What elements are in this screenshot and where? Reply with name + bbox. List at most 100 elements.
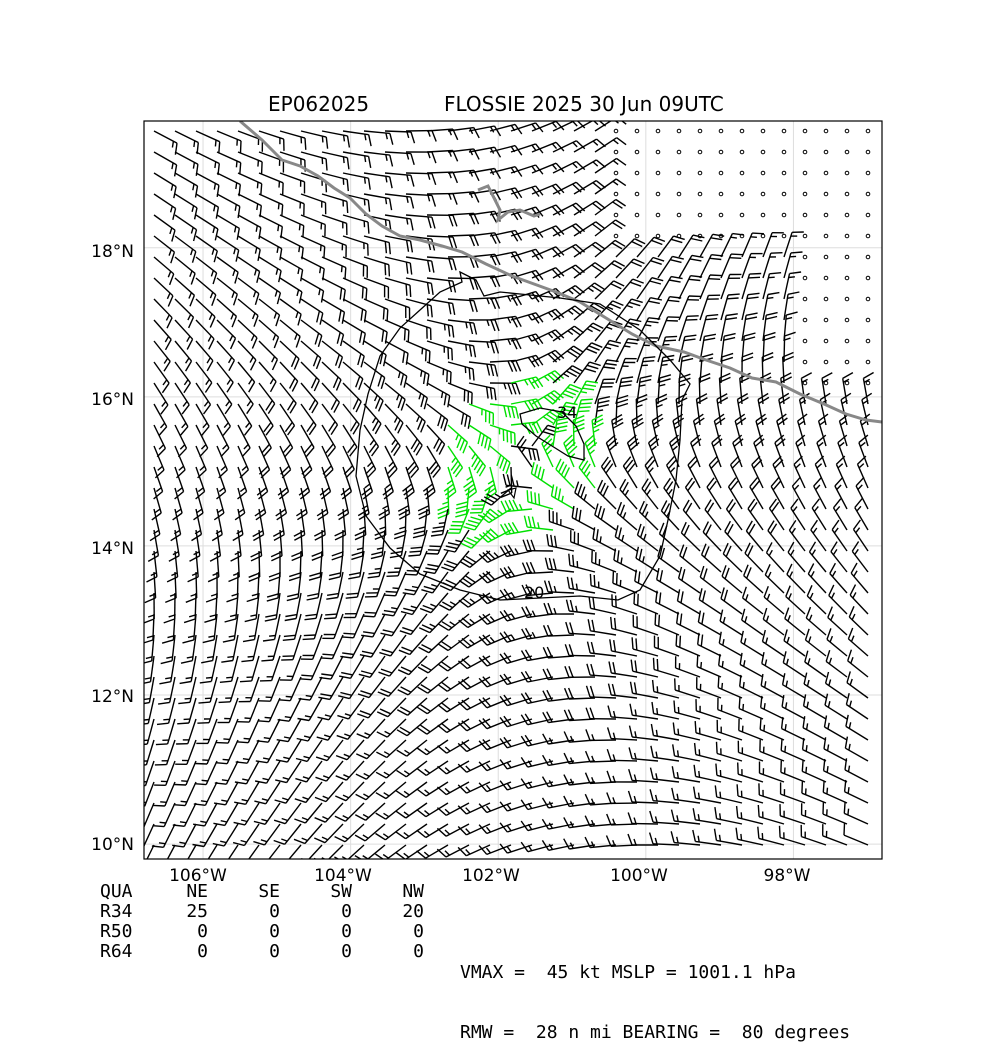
wind-barb <box>630 726 659 740</box>
wind-barb <box>427 404 448 431</box>
wind-barb <box>154 173 176 198</box>
wind-barb <box>283 614 301 640</box>
wind-barb <box>164 593 175 623</box>
wind-barb <box>417 761 448 775</box>
wind-barb <box>194 488 204 520</box>
wind-barb <box>356 740 385 759</box>
wind-barb <box>595 200 626 216</box>
calm-marker <box>803 339 807 343</box>
wind-barb <box>417 845 448 858</box>
calm-marker <box>719 150 723 154</box>
wind-barb <box>575 482 595 509</box>
wind-barb <box>376 824 407 840</box>
calm-marker <box>824 255 828 259</box>
wind-barb <box>637 298 662 320</box>
wind-barb <box>175 215 197 241</box>
calm-marker <box>656 213 660 217</box>
wind-barb <box>650 789 679 803</box>
wind-barb <box>698 633 721 656</box>
wind-barb <box>632 415 644 447</box>
wind-barb <box>823 802 847 824</box>
wind-barb <box>334 845 364 863</box>
calm-marker <box>866 339 870 343</box>
wind-barb <box>679 316 699 341</box>
wind-barb <box>438 635 469 651</box>
header-se: SE <box>208 882 280 902</box>
wind-barb <box>719 632 742 656</box>
wind-barb <box>438 677 469 691</box>
wind-barb <box>840 414 849 446</box>
calm-marker <box>824 192 828 196</box>
wind-barb <box>375 845 406 861</box>
calm-marker <box>824 171 828 175</box>
wind-barb <box>152 488 161 520</box>
wind-barb <box>437 803 469 815</box>
wind-barb <box>679 567 700 593</box>
wind-barb <box>406 215 435 229</box>
wind-map: 20 34 106°W 104°W 102°W 100°W 98°W 10°N … <box>0 0 1000 1000</box>
calm-marker <box>677 150 681 154</box>
wind-barb <box>553 385 581 405</box>
calm-marker <box>866 234 870 238</box>
calm-marker <box>719 213 723 217</box>
wind-barb <box>280 257 303 281</box>
wind-barb <box>699 588 721 614</box>
wind-barb <box>824 759 847 782</box>
wind-barb <box>742 274 761 300</box>
wind-barb <box>335 782 364 801</box>
wind-barb <box>613 572 637 594</box>
wind-barb <box>543 647 574 658</box>
wind-barb <box>437 845 469 857</box>
wind-barb <box>217 131 241 153</box>
wind-barb <box>448 383 472 404</box>
wind-barb <box>501 522 532 534</box>
wind-barb <box>365 572 385 597</box>
cell-sw: 0 <box>280 902 352 922</box>
wind-barb <box>552 485 575 510</box>
lon-tick-102: 102°W <box>462 866 520 886</box>
calm-marker <box>803 318 807 322</box>
calm-marker <box>845 360 849 364</box>
wind-barb <box>356 782 385 800</box>
wind-barb <box>458 803 490 814</box>
wind-barb <box>376 782 406 799</box>
wind-barb <box>678 589 701 614</box>
calm-marker <box>845 318 849 322</box>
wind-barb <box>247 572 259 602</box>
wind-barb <box>763 273 781 299</box>
wind-barb <box>427 257 456 270</box>
wind-barb <box>522 607 553 618</box>
wind-barb <box>490 295 521 306</box>
header-qua: QUA <box>100 882 162 902</box>
wind-barb <box>721 588 742 615</box>
wind-barb <box>314 824 343 843</box>
wind-barb <box>479 761 511 771</box>
wind-barb <box>676 656 700 677</box>
wind-barb <box>343 320 365 345</box>
wind-barb <box>845 780 868 803</box>
wind-barb <box>721 294 740 320</box>
wind-barb <box>760 740 784 761</box>
wind-barb <box>238 467 247 499</box>
wind-barb <box>154 131 177 155</box>
wind-barb <box>427 151 458 162</box>
wind-barb <box>804 673 826 698</box>
wind-barb <box>417 698 448 714</box>
wind-barb <box>220 656 238 682</box>
wind-barb <box>671 831 700 845</box>
calm-marker <box>824 360 828 364</box>
wind-barb <box>196 173 219 197</box>
header-sw: SW <box>280 882 352 902</box>
wind-barb <box>846 715 868 740</box>
wind-barb <box>131 845 154 868</box>
wind-barb <box>167 551 178 582</box>
wind-barb <box>556 459 574 488</box>
calm-marker <box>866 192 870 196</box>
wind-barb <box>784 312 798 341</box>
wind-barb <box>553 203 585 215</box>
wind-barb <box>469 425 491 451</box>
table-row-r64: R64 0 0 0 0 <box>100 942 424 962</box>
calm-marker <box>803 171 807 175</box>
wind-barb <box>574 323 603 341</box>
storm-stats: VMAX = 45 kt MSLP = 1001.1 hPa RMW = 28 … <box>460 923 850 1063</box>
